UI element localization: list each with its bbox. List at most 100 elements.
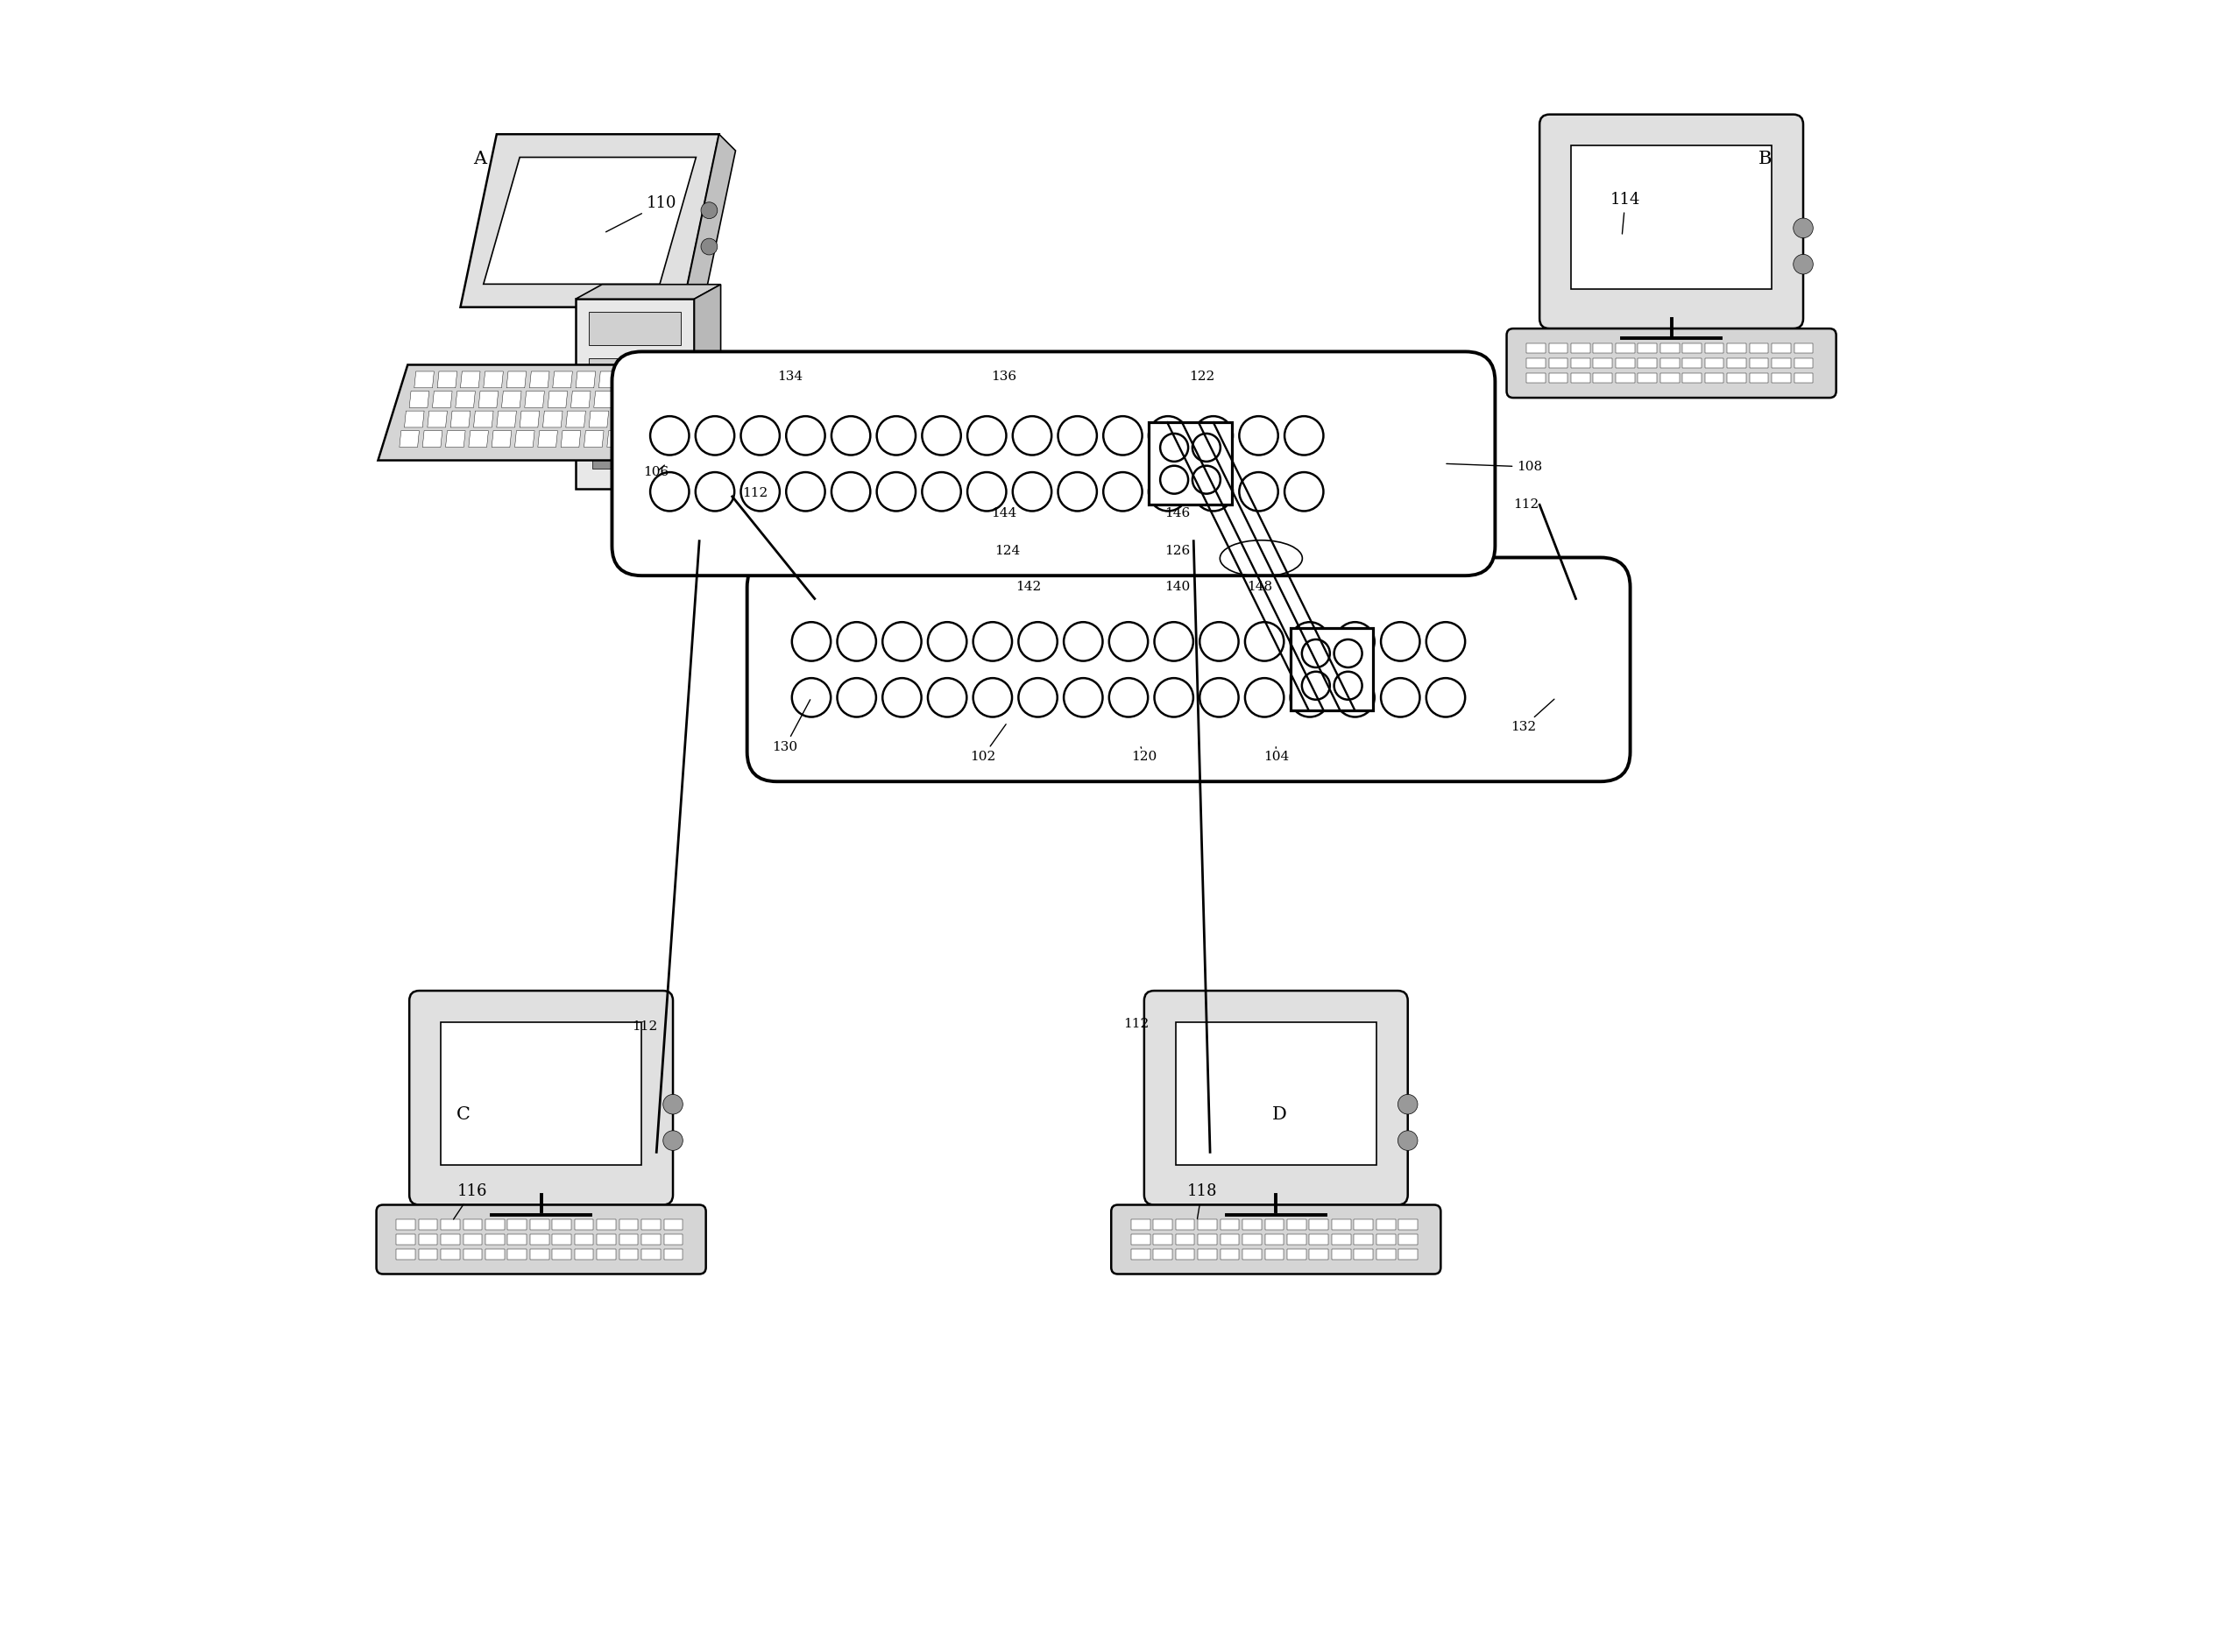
Text: 104: 104 <box>1264 747 1288 763</box>
Bar <box>1794 344 1812 354</box>
Bar <box>664 1219 682 1229</box>
Bar <box>575 1219 593 1229</box>
Bar <box>1197 1219 1217 1229</box>
Bar <box>419 1219 437 1229</box>
FancyBboxPatch shape <box>613 352 1496 575</box>
Text: 120: 120 <box>1132 747 1157 763</box>
Bar <box>1772 373 1790 383</box>
Polygon shape <box>600 372 620 388</box>
Bar <box>1130 1249 1150 1259</box>
Bar <box>1331 1249 1351 1259</box>
Bar <box>1638 358 1656 368</box>
Bar <box>664 1249 682 1259</box>
Circle shape <box>1284 416 1324 454</box>
Text: 130: 130 <box>771 700 809 753</box>
Circle shape <box>1335 672 1362 700</box>
Bar <box>486 1219 504 1229</box>
Text: 148: 148 <box>1246 582 1273 593</box>
Bar <box>633 456 658 469</box>
Text: 122: 122 <box>1188 370 1215 383</box>
Circle shape <box>974 677 1012 717</box>
Polygon shape <box>658 411 678 428</box>
Polygon shape <box>575 284 720 299</box>
Text: A: A <box>473 150 486 167</box>
Bar <box>1527 373 1545 383</box>
Polygon shape <box>635 411 655 428</box>
Bar <box>1750 358 1768 368</box>
Polygon shape <box>613 411 631 428</box>
Bar <box>553 1249 571 1259</box>
Polygon shape <box>379 365 738 461</box>
Bar <box>1264 1249 1284 1259</box>
Circle shape <box>1382 623 1420 661</box>
Circle shape <box>927 677 967 717</box>
Circle shape <box>791 623 831 661</box>
Bar <box>1331 1219 1351 1229</box>
Bar <box>1750 373 1768 383</box>
Circle shape <box>1155 623 1193 661</box>
Bar <box>1398 1234 1418 1244</box>
Text: 146: 146 <box>1164 507 1190 519</box>
Polygon shape <box>575 299 695 489</box>
Bar <box>1549 344 1567 354</box>
Bar <box>531 1249 548 1259</box>
Circle shape <box>1199 677 1239 717</box>
Polygon shape <box>446 431 466 448</box>
Bar <box>1549 373 1567 383</box>
FancyBboxPatch shape <box>410 991 673 1204</box>
Polygon shape <box>588 411 609 428</box>
Polygon shape <box>695 284 720 489</box>
FancyBboxPatch shape <box>1112 1204 1440 1274</box>
Bar <box>1353 1219 1373 1229</box>
Bar <box>664 1234 682 1244</box>
Bar <box>1375 1219 1395 1229</box>
Polygon shape <box>662 392 682 408</box>
Bar <box>1197 1249 1217 1259</box>
Circle shape <box>695 472 733 510</box>
Circle shape <box>1794 218 1812 238</box>
Circle shape <box>1063 623 1103 661</box>
Circle shape <box>700 238 718 254</box>
Polygon shape <box>548 392 568 408</box>
Text: 114: 114 <box>1609 192 1641 235</box>
Bar <box>1152 1234 1172 1244</box>
Circle shape <box>1382 677 1420 717</box>
Circle shape <box>1103 416 1141 454</box>
Circle shape <box>1159 433 1188 461</box>
Circle shape <box>1291 677 1328 717</box>
Text: 112: 112 <box>1123 1018 1148 1029</box>
Circle shape <box>791 677 831 717</box>
Polygon shape <box>553 372 573 388</box>
Circle shape <box>1019 623 1057 661</box>
Text: 106: 106 <box>644 466 669 477</box>
Bar <box>1242 1219 1262 1229</box>
Polygon shape <box>403 411 424 428</box>
Polygon shape <box>461 134 720 307</box>
Circle shape <box>1398 1094 1418 1113</box>
Bar <box>1661 344 1678 354</box>
Circle shape <box>1239 416 1277 454</box>
Bar <box>508 1234 526 1244</box>
Polygon shape <box>593 392 613 408</box>
Bar <box>620 1234 637 1244</box>
Polygon shape <box>575 372 595 388</box>
Circle shape <box>1291 623 1328 661</box>
Text: B: B <box>1759 150 1772 167</box>
Polygon shape <box>424 431 441 448</box>
Bar <box>1175 1249 1195 1259</box>
Bar <box>1375 1249 1395 1259</box>
Circle shape <box>1148 416 1188 454</box>
Polygon shape <box>631 431 651 448</box>
Circle shape <box>700 202 718 218</box>
Bar <box>441 1023 642 1165</box>
Bar <box>508 1219 526 1229</box>
Polygon shape <box>566 411 586 428</box>
Polygon shape <box>428 411 448 428</box>
Bar <box>1705 344 1723 354</box>
Bar <box>1727 358 1745 368</box>
Bar <box>1750 344 1768 354</box>
Polygon shape <box>432 392 452 408</box>
Text: 112: 112 <box>742 487 769 499</box>
Polygon shape <box>461 372 479 388</box>
Circle shape <box>651 472 689 510</box>
